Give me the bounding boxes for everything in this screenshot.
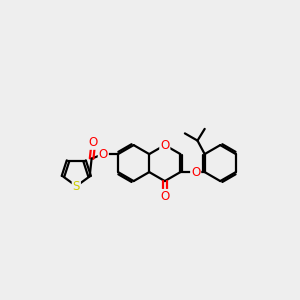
Text: S: S: [73, 180, 80, 193]
Text: O: O: [160, 139, 170, 152]
Text: O: O: [99, 148, 108, 160]
Text: O: O: [160, 190, 170, 203]
Text: O: O: [89, 136, 98, 149]
Text: O: O: [191, 166, 200, 178]
